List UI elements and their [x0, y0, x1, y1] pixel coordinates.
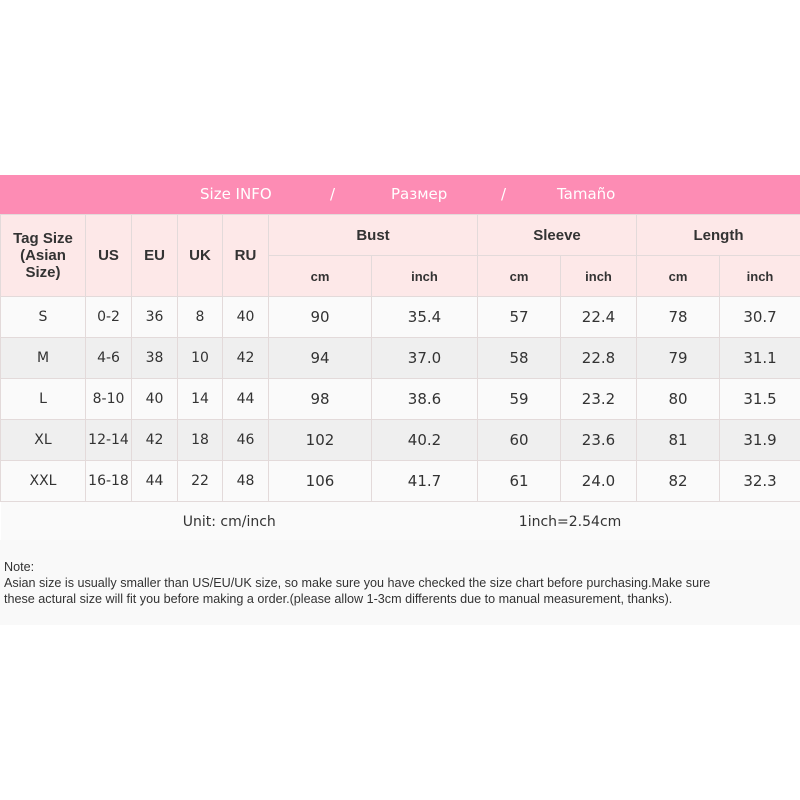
table-cell: 14	[177, 378, 223, 420]
table-cell: 80	[636, 378, 721, 420]
header-cm: cm	[477, 255, 561, 297]
header-inch: inch	[559, 255, 638, 297]
table-cell: 40	[222, 296, 269, 338]
table-cell: 22	[177, 460, 223, 502]
table-cell: 79	[636, 337, 721, 379]
table-cell: 4-6	[85, 337, 132, 379]
table-cell: 106	[268, 460, 372, 502]
table-cell: 12-14	[85, 419, 132, 461]
header-cm: cm	[268, 255, 372, 297]
table-cell: M	[0, 337, 86, 379]
table-cell: 35.4	[371, 296, 478, 338]
table-cell: 102	[268, 419, 372, 461]
table-cell: 8	[177, 296, 223, 338]
table-row: S 0-2 36 8 40 90 35.4 57 22.4 78 30.7	[0, 296, 800, 338]
table-cell: 60	[477, 419, 561, 461]
table-cell: 44	[222, 378, 269, 420]
table-cell: 22.4	[559, 296, 638, 338]
banner-title: Size INFO	[200, 185, 272, 203]
banner-title-ru: Размер	[391, 185, 448, 203]
table-cell: 30.7	[719, 296, 800, 338]
header-cm: cm	[636, 255, 721, 297]
table-cell: 10	[177, 337, 223, 379]
table-cell: 40.2	[371, 419, 478, 461]
table-cell: 82	[636, 460, 721, 502]
table-cell: 59	[477, 378, 561, 420]
table-cell: S	[0, 296, 86, 338]
table-cell: 31.1	[719, 337, 800, 379]
table-cell: 44	[131, 460, 178, 502]
table-cell: 98	[268, 378, 372, 420]
table-cell: 41.7	[371, 460, 478, 502]
unit-row: Unit: cm/inch 1inch=2.54cm	[0, 501, 800, 543]
table-cell: 48	[222, 460, 269, 502]
table-cell: 23.2	[559, 378, 638, 420]
table-cell: 90	[268, 296, 372, 338]
table-cell: 46	[222, 419, 269, 461]
table-cell: 38	[131, 337, 178, 379]
header-sleeve: Sleeve	[476, 214, 638, 256]
table-cell: 8-10	[85, 378, 132, 420]
table-cell: 23.6	[559, 419, 638, 461]
table-cell: 24.0	[559, 460, 638, 502]
header-ru: RU	[222, 214, 269, 297]
table-cell: 0-2	[85, 296, 132, 338]
table-cell: L	[0, 378, 86, 420]
table-cell: 61	[477, 460, 561, 502]
header-eu: EU	[131, 214, 178, 297]
table-cell: 37.0	[371, 337, 478, 379]
banner-title-es: Tamaño	[557, 185, 616, 203]
size-info-banner: Size INFO / Размер / Tamaño	[0, 175, 800, 214]
table-cell: 94	[268, 337, 372, 379]
table-cell: 31.5	[719, 378, 800, 420]
table-cell: 81	[636, 419, 721, 461]
table-cell: 38.6	[371, 378, 478, 420]
table-row: L 8-10 40 14 44 98 38.6 59 23.2 80 31.5	[0, 378, 800, 420]
banner-separator: /	[501, 185, 507, 203]
header-uk: UK	[177, 214, 223, 297]
table-cell: 40	[131, 378, 178, 420]
table-cell: XL	[0, 419, 86, 461]
note: Note: Asian size is usually smaller than…	[0, 540, 800, 625]
table-cell: 42	[131, 419, 178, 461]
table-cell: 16-18	[85, 460, 132, 502]
note-title: Note:	[4, 560, 35, 574]
size-chart-table: Tag Size (Asian Size) US EU UK RU Bust Sl…	[0, 214, 800, 543]
table-cell: 58	[477, 337, 561, 379]
table-cell: 78	[636, 296, 721, 338]
table-row: XL 12-14 42 18 46 102 40.2 60 23.6 81 31.9	[0, 419, 800, 461]
table-cell: 31.9	[719, 419, 800, 461]
unit-label: Unit: cm/inch	[182, 514, 276, 530]
note-line: these actural size will fit you before m…	[4, 592, 673, 606]
table-cell: 32.3	[719, 460, 800, 502]
header-us: US	[85, 214, 132, 297]
table-row: M 4-6 38 10 42 94 37.0 58 22.8 79 31.1	[0, 337, 800, 379]
header-bust: Bust	[268, 214, 478, 256]
unit-conversion: 1inch=2.54cm	[518, 514, 622, 530]
table-cell: XXL	[0, 460, 86, 502]
header-inch: inch	[719, 255, 800, 297]
table-cell: 22.8	[559, 337, 638, 379]
table-cell: 18	[177, 419, 223, 461]
header-inch: inch	[371, 255, 478, 297]
banner-separator: /	[330, 185, 336, 203]
table-cell: 42	[222, 337, 269, 379]
table-cell: 36	[131, 296, 178, 338]
header-tag-size: Tag Size (Asian Size)	[0, 214, 86, 297]
table-row: XXL 16-18 44 22 48 106 41.7 61 24.0 82 32.3	[0, 460, 800, 502]
header-length: Length	[636, 214, 800, 256]
table-cell: 57	[477, 296, 561, 338]
note-line: Asian size is usually smaller than US/EU…	[4, 576, 711, 590]
